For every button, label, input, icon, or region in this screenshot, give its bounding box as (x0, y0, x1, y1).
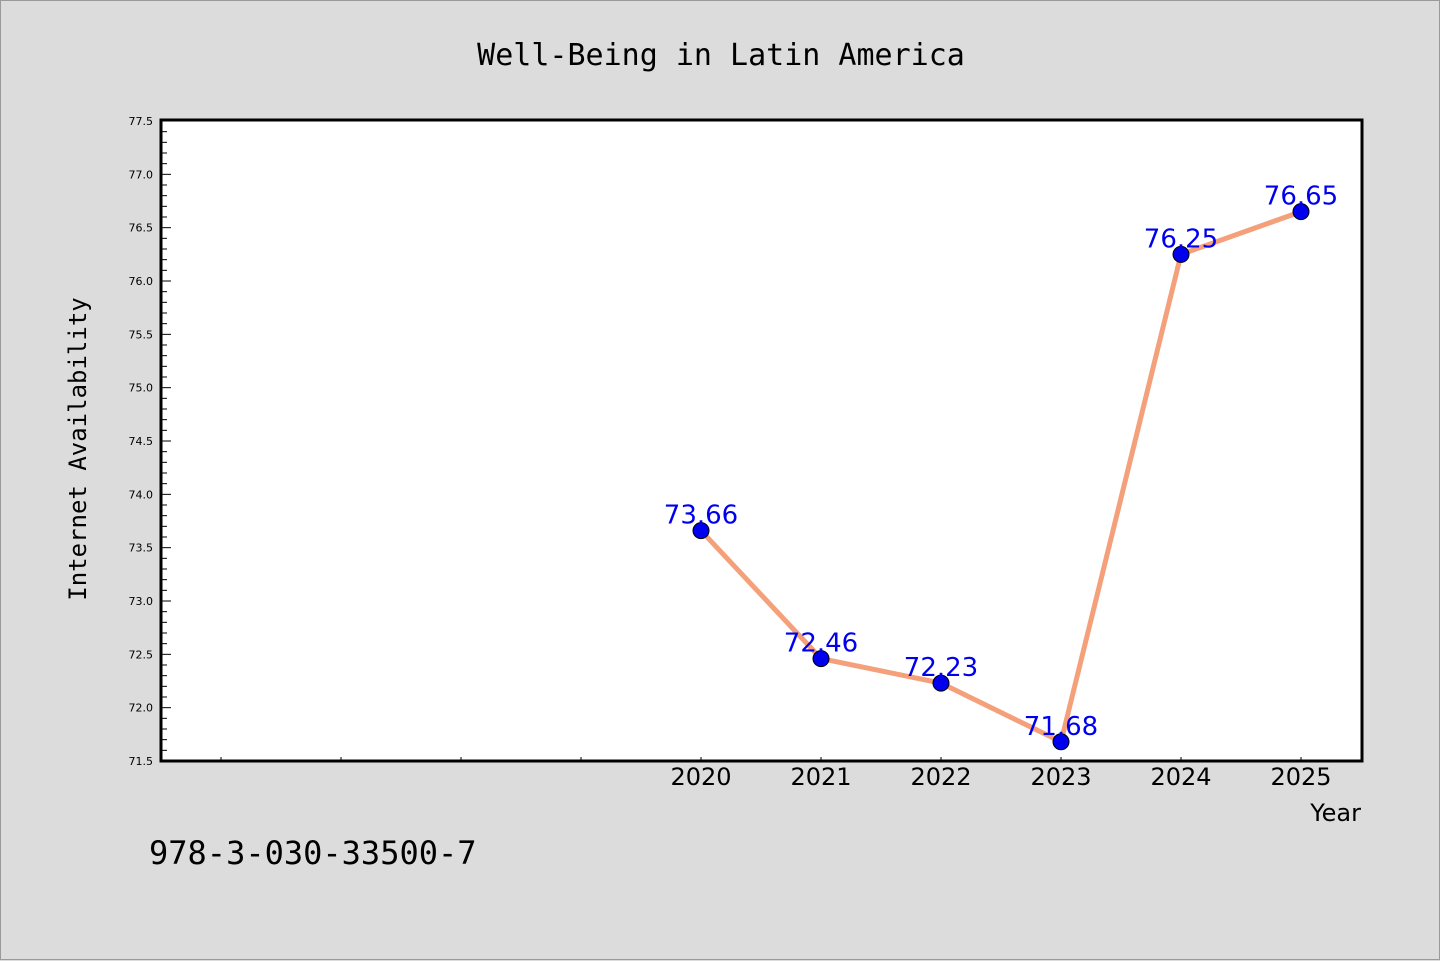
y-tick-label: 74.0 (129, 488, 154, 501)
x-tick-label: 2021 (790, 763, 851, 791)
data-label: 71.68 (1024, 712, 1098, 742)
x-axis: 2020 2021 2022 2023 2024 2025 (220, 757, 1332, 791)
data-label: 76.65 (1264, 182, 1338, 212)
y-tick-label: 73.0 (129, 595, 154, 608)
x-tick-label: 2023 (1030, 763, 1091, 791)
series-line-group (699, 209, 1302, 745)
data-point (932, 674, 950, 692)
x-tick-label: 2020 (670, 763, 731, 791)
data-label: 72.23 (904, 653, 978, 683)
y-tick-label: 72.0 (129, 702, 154, 715)
data-point (1172, 245, 1190, 263)
y-tick-label: 71.5 (129, 755, 154, 768)
y-tick-label: 72.5 (129, 648, 154, 661)
y-tick-label: 77.5 (129, 115, 154, 128)
data-point (1292, 203, 1310, 221)
data-point (812, 650, 830, 668)
x-tick-label: 2025 (1270, 763, 1331, 791)
data-labels-group: 73.66 72.46 72.23 71.68 76.25 76.65 (664, 182, 1338, 742)
y-tick-label: 77.0 (129, 168, 154, 181)
isbn-annotation: 978-3-030-33500-7 (149, 834, 477, 872)
data-label: 76.25 (1144, 224, 1218, 254)
data-label: 72.46 (784, 629, 858, 659)
y-tick-label: 74.5 (129, 435, 154, 448)
x-axis-label: Year (1309, 799, 1361, 827)
y-tick-label: 76.0 (129, 275, 154, 288)
data-label: 73.66 (664, 501, 738, 531)
y-tick-label: 75.5 (129, 328, 154, 341)
data-point (692, 522, 710, 540)
y-axis-label: Internet Availability (64, 297, 92, 600)
y-tick-label: 75.0 (129, 382, 154, 395)
series-points-group (692, 203, 1310, 751)
x-tick-label: 2024 (1150, 763, 1211, 791)
data-point (1052, 733, 1070, 751)
y-axis: 71.5 72.0 72.5 73.0 73.5 74.0 74.5 75.0 75.5 76.0… (129, 115, 171, 768)
plot-area (159, 118, 1364, 763)
y-tick-label: 73.5 (129, 542, 154, 555)
y-tick-label: 76.5 (129, 222, 154, 235)
series-line (699, 209, 1302, 745)
x-tick-label: 2022 (910, 763, 971, 791)
chart-title: Well-Being in Latin America (477, 38, 965, 73)
